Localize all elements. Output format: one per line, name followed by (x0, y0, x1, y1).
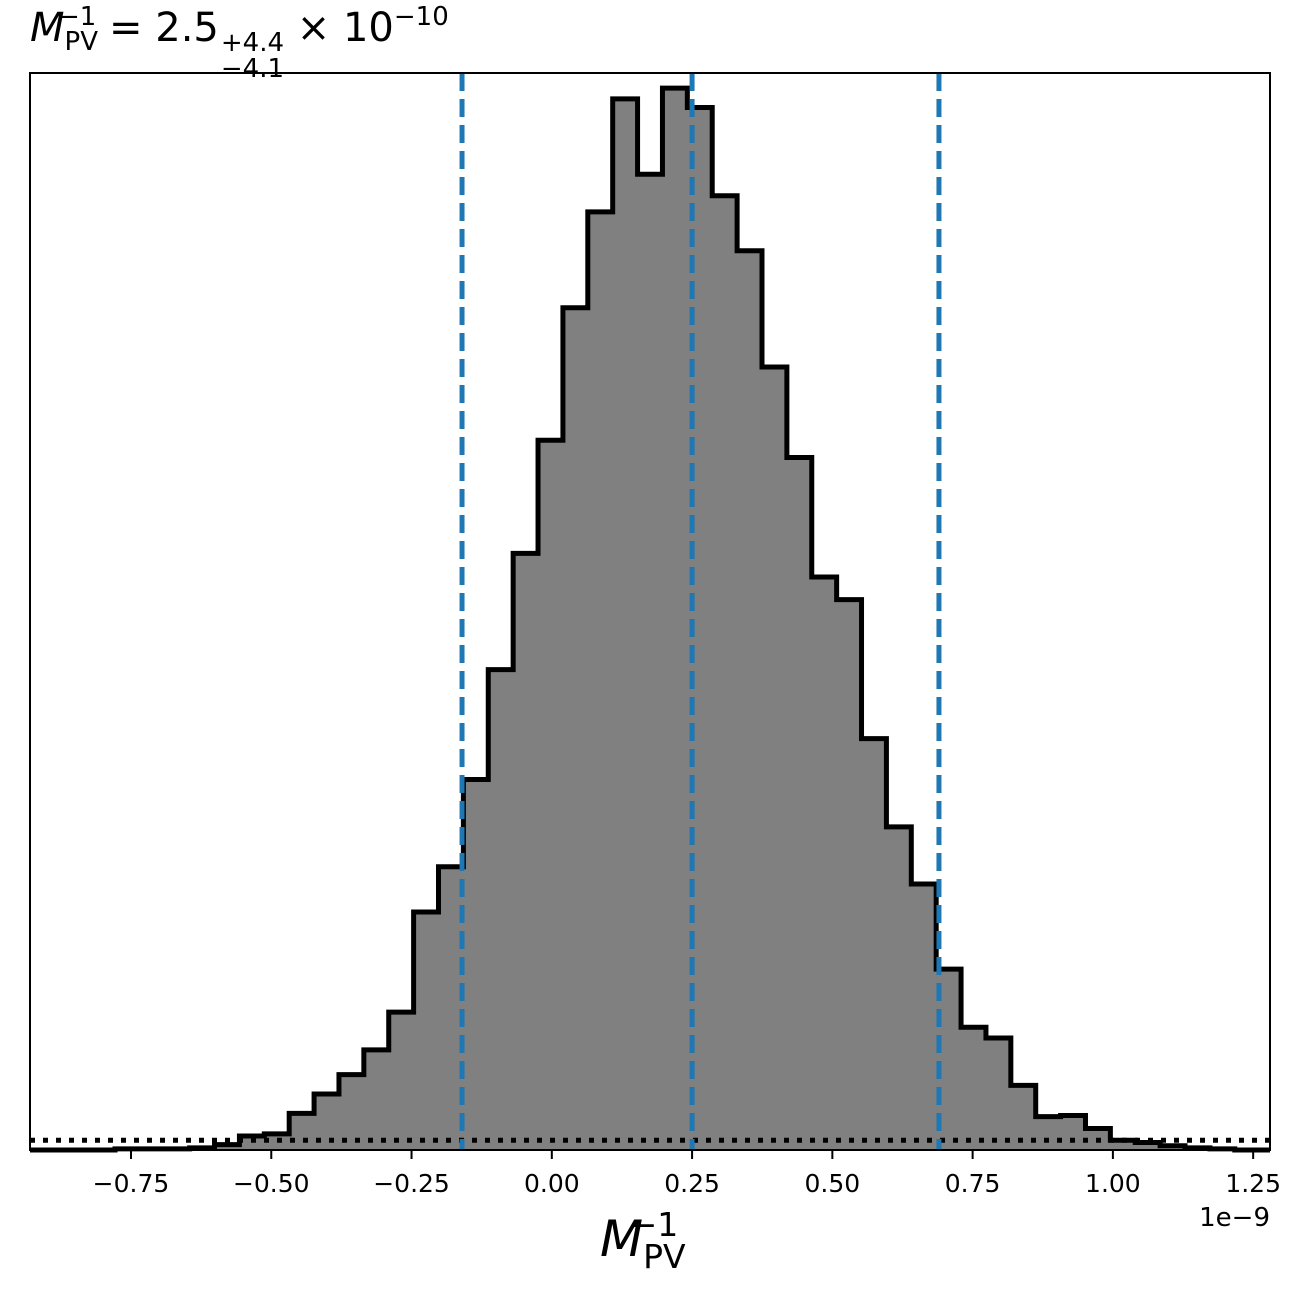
axes-frame (29, 72, 1271, 1151)
histogram-bin (1060, 1115, 1086, 1150)
title-superscript: −1 (57, 2, 97, 32)
histogram-bin (338, 1074, 365, 1150)
x-tick-label: 0.25 (664, 1169, 720, 1198)
title-error-minus: −4.1 (220, 54, 285, 84)
x-tick-label: −0.25 (373, 1169, 450, 1198)
title-symbol: M (30, 5, 65, 51)
histogram-bin (488, 669, 514, 1150)
x-axis-offset-text: 1e−9 (1199, 1203, 1270, 1233)
histogram-bin (836, 599, 863, 1150)
x-axis-symbol: M (600, 1210, 644, 1268)
x-tick-label: 0.75 (945, 1169, 1001, 1198)
histogram-bin (886, 826, 912, 1150)
histogram-bin (712, 195, 738, 1150)
histogram-bin (911, 883, 937, 1150)
histogram-bin (239, 1135, 265, 1150)
x-axis-label: MPV−1 (600, 1205, 686, 1273)
histogram-bin (587, 211, 614, 1151)
quantile-lines (459, 73, 942, 1150)
histogram-bin (413, 911, 439, 1150)
x-tick-label: 1.00 (1085, 1169, 1141, 1198)
histogram-bin (612, 98, 639, 1150)
histogram-bin (562, 307, 589, 1150)
histogram-bin (761, 367, 788, 1150)
histogram-outline (30, 85, 1270, 1153)
histogram-bin (463, 779, 489, 1150)
histogram-bin (513, 553, 539, 1150)
histogram-bin (1110, 1140, 1136, 1150)
x-axis-ticks: −0.75 −0.50 −0.25 0.00 0.25 0.50 0.75 1.00 1.25 (93, 1150, 1281, 1198)
x-tick-label: −0.50 (233, 1169, 310, 1198)
x-tick-label: 1.25 (1225, 1169, 1281, 1198)
histogram-bin (1035, 1116, 1062, 1150)
histogram-bin (363, 1049, 390, 1150)
histogram-bin (811, 577, 838, 1150)
histogram-bin (786, 457, 813, 1150)
histogram-bin (1135, 1142, 1161, 1150)
x-tick-label: 0.00 (524, 1169, 580, 1198)
histogram-bin (961, 1027, 987, 1150)
histogram-bin (289, 1113, 315, 1150)
title-scale-exponent: −10 (393, 2, 449, 32)
chart-title: MPV−1 = 2.5 +4.4 −4.1 × 10−10 (30, 4, 449, 82)
histogram-bin (662, 88, 688, 1150)
x-axis-subscript: PV (643, 1237, 686, 1276)
x-axis-superscript: −1 (629, 1205, 679, 1244)
title-subscript: PV (64, 27, 98, 57)
histogram-bins (115, 88, 1236, 1151)
histogram-bin (861, 738, 887, 1150)
title-error-plus: +4.4 (220, 28, 285, 58)
title-value: = 2.5 (96, 5, 219, 51)
histogram-bin (637, 174, 663, 1150)
histogram-bin (214, 1144, 240, 1150)
histogram-bin (388, 1012, 415, 1150)
x-tick-label: 0.50 (805, 1169, 861, 1198)
histogram-bin (985, 1037, 1012, 1150)
x-tick-label: −0.75 (93, 1169, 170, 1198)
histogram-bin (737, 250, 763, 1150)
histogram-bin (538, 440, 564, 1151)
title-scale: × 10 (296, 5, 394, 51)
title-errors: +4.4 −4.1 (221, 30, 284, 82)
